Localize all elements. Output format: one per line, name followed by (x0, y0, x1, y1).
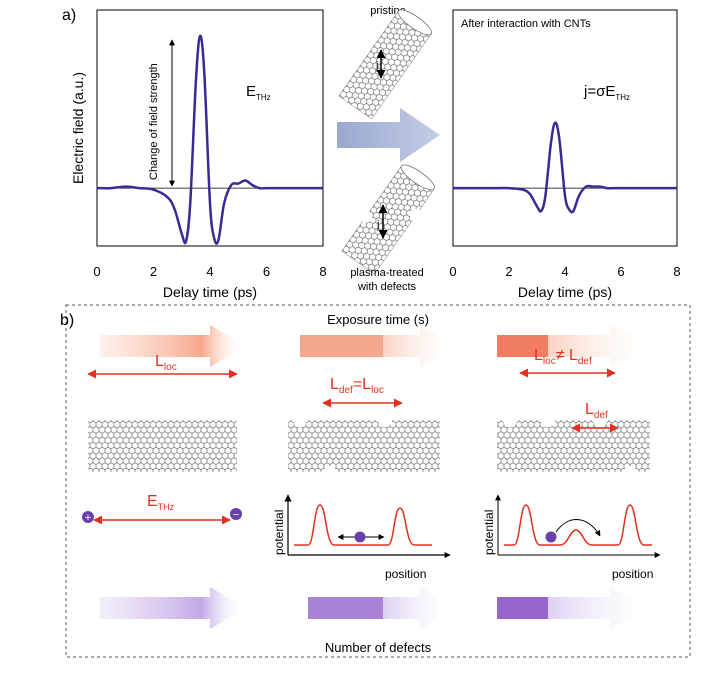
l-def: Ldef (585, 401, 608, 421)
l-main: L (569, 347, 578, 364)
signal-line (96, 34, 323, 245)
x-tick-label: 6 (617, 264, 624, 279)
nanotubes (88, 413, 650, 478)
treated-tube (341, 164, 435, 275)
defect-arrows (100, 587, 660, 629)
formula-sub: THz (615, 93, 630, 102)
signal-line (452, 121, 677, 214)
y-axis-label: Electric field (a.u.) (70, 72, 86, 184)
l-sub: loc (543, 356, 556, 367)
field-sub: THz (256, 93, 271, 102)
x-tick-label: 4 (206, 264, 213, 279)
l-neq: Lloc≠ Ldef (534, 347, 592, 367)
l-main: L (534, 347, 543, 364)
panel-label: a) (62, 7, 76, 24)
l-op: ≠ (556, 347, 569, 364)
potential-axis: potential (482, 510, 496, 555)
x-axis-label: Delay time (ps) (518, 284, 612, 300)
x-tick-label: 8 (319, 264, 326, 279)
treated-label: with defects (357, 281, 417, 293)
e-thz: ETHz (147, 493, 175, 512)
potential-plot (288, 495, 451, 558)
exposure-arrows (100, 325, 660, 367)
x-tick-label: 0 (93, 264, 100, 279)
plot-frame (96, 9, 324, 247)
field-main: E (246, 83, 256, 100)
formula-main: j=σE (583, 83, 615, 100)
x-tick-label: 2 (505, 264, 512, 279)
l-def-eq: Ldef=Lloc (330, 376, 384, 396)
current-label: j (375, 60, 378, 72)
potential-axis: potential (272, 510, 286, 555)
defects-axis: Number of defects (325, 640, 432, 655)
process-arrow (337, 108, 440, 162)
panel-b-frame (65, 304, 691, 658)
charge-sign: − (233, 509, 239, 521)
l-main: L (362, 376, 371, 393)
position-axis: position (385, 567, 426, 581)
panel-label: b) (60, 312, 74, 329)
e-main: E (147, 493, 158, 510)
treated-label: plasma-treated (350, 267, 423, 279)
pristine-tube (338, 9, 432, 120)
chart-title: After interaction with CNTs (461, 18, 591, 30)
charge-sign: + (85, 512, 91, 524)
annotation: Change of field strength (148, 63, 160, 180)
x-tick-label: 2 (150, 264, 157, 279)
l-sub: def (339, 385, 353, 396)
l-loc: Lloc (155, 353, 177, 373)
potential-plot (495, 494, 661, 558)
field-label: ETHz (246, 83, 271, 102)
plot-frame (452, 9, 678, 247)
current-label: j (376, 219, 379, 231)
charge (82, 511, 94, 523)
x-axis-label: Delay time (ps) (163, 284, 257, 300)
l-main: L (155, 353, 164, 370)
l-sub: def (594, 410, 608, 421)
l-sub: loc (164, 362, 177, 373)
x-tick-label: 0 (449, 264, 456, 279)
exposure-axis: Exposure time (s) (327, 312, 429, 327)
x-tick-label: 4 (561, 264, 568, 279)
l-main: L (330, 376, 339, 393)
l-sub: def (578, 356, 592, 367)
position-axis: position (612, 567, 653, 581)
x-tick-label: 8 (673, 264, 680, 279)
formula: j=σETHz (583, 83, 630, 102)
x-tick-label: 6 (263, 264, 270, 279)
l-sub: loc (371, 385, 384, 396)
e-sub: THz (158, 502, 175, 512)
l-op: = (353, 376, 362, 393)
charge (230, 508, 242, 520)
l-main: L (585, 401, 594, 418)
